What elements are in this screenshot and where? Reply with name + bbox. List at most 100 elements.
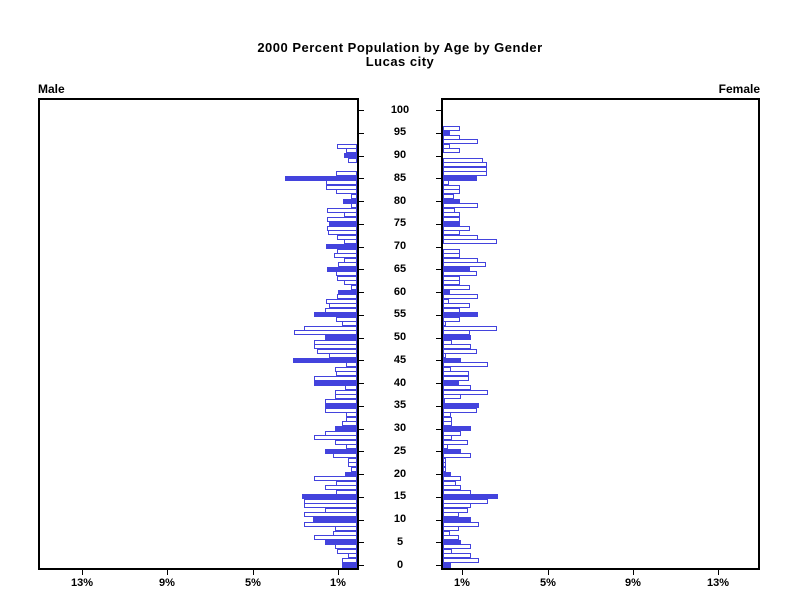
bar-male-age-9 — [304, 522, 357, 527]
male-age-tick-10 — [359, 519, 364, 521]
bar-female-age-80 — [443, 199, 460, 204]
bar-male-age-60 — [338, 290, 357, 295]
bar-female-age-43 — [443, 367, 451, 372]
female-x-label-1: 1% — [454, 577, 470, 589]
bar-male-age-61 — [351, 285, 357, 290]
male-x-label-1: 1% — [330, 577, 346, 589]
female-x-label-5: 5% — [540, 577, 556, 589]
bar-male-age-36 — [325, 399, 357, 404]
bar-male-age-14 — [304, 499, 357, 504]
bar-female-age-76 — [443, 217, 460, 222]
bar-male-age-43 — [335, 367, 357, 372]
age-axis-label-50: 50 — [393, 331, 407, 343]
male-age-tick-15 — [359, 496, 364, 498]
age-axis-label-20: 20 — [393, 467, 407, 480]
male-age-tick-65 — [359, 269, 364, 271]
bar-male-age-5 — [325, 540, 357, 545]
male-age-tick-5 — [359, 542, 364, 544]
bar-male-age-58 — [326, 299, 357, 304]
male-x-tick-9 — [167, 570, 168, 575]
bar-male-age-45 — [293, 358, 357, 363]
male-age-tick-85 — [359, 178, 364, 180]
bar-female-age-30 — [443, 426, 471, 431]
bar-female-age-79 — [443, 203, 478, 208]
bar-female-age-93 — [443, 139, 478, 144]
male-age-tick-60 — [359, 292, 364, 293]
bar-male-age-19 — [314, 476, 357, 481]
bar-female-age-54 — [443, 317, 460, 322]
bar-female-age-65 — [443, 267, 470, 272]
bar-male-age-50 — [325, 335, 357, 340]
age-axis-label-70: 70 — [393, 240, 407, 252]
bar-female-age-74 — [443, 226, 470, 231]
bar-male-age-85 — [285, 176, 357, 181]
age-axis-label-90: 90 — [393, 149, 407, 161]
male-axis-title: Male — [38, 82, 65, 96]
bar-male-age-67 — [344, 258, 357, 263]
bar-female-age-96 — [443, 126, 460, 131]
bar-male-age-40 — [314, 381, 357, 386]
bar-female-age-58 — [443, 299, 449, 304]
bar-female-age-49 — [443, 340, 452, 345]
bar-female-age-89 — [443, 158, 483, 163]
male-age-tick-30 — [359, 428, 364, 430]
bar-male-age-56 — [325, 308, 357, 313]
bar-female-age-60 — [443, 290, 450, 295]
bar-male-age-47 — [317, 349, 357, 354]
age-axis-label-30: 30 — [393, 422, 407, 434]
bar-female-age-34 — [443, 408, 477, 413]
age-axis-label-80: 80 — [393, 194, 407, 207]
age-axis-label-85: 85 — [393, 171, 407, 184]
male-x-label-9: 9% — [159, 577, 175, 589]
bar-male-age-54 — [336, 317, 357, 322]
bar-female-age-20 — [443, 472, 451, 477]
bar-female-age-29 — [443, 431, 461, 436]
bar-male-age-25 — [325, 449, 357, 454]
bar-male-age-1 — [342, 558, 357, 563]
age-axis-label-75: 75 — [393, 217, 407, 230]
bar-female-age-32 — [443, 417, 452, 422]
bar-female-age-35 — [443, 403, 479, 408]
bar-male-age-74 — [327, 226, 357, 231]
male-age-tick-35 — [359, 405, 364, 407]
bar-male-age-76 — [327, 217, 357, 222]
male-age-tick-40 — [359, 383, 364, 384]
bar-male-age-80 — [343, 199, 357, 204]
bar-female-age-41 — [443, 376, 469, 381]
bar-male-age-30 — [335, 426, 357, 431]
chart-title-line1: 2000 Percent Population by Age by Gender — [257, 40, 543, 55]
bar-female-age-27 — [443, 440, 468, 445]
male-x-label-5: 5% — [245, 577, 261, 589]
age-axis-label-0: 0 — [396, 558, 404, 571]
bar-female-age-2 — [443, 553, 471, 558]
bar-male-age-70 — [326, 244, 357, 249]
age-axis-label-15: 15 — [393, 490, 407, 503]
bar-female-age-14 — [443, 499, 488, 504]
bar-female-age-67 — [443, 258, 478, 263]
bar-male-age-10 — [313, 517, 357, 522]
bar-female-age-12 — [443, 508, 468, 513]
bar-female-age-38 — [443, 390, 488, 395]
bar-female-age-59 — [443, 294, 478, 299]
bar-female-age-78 — [443, 208, 455, 213]
bar-male-age-29 — [325, 431, 357, 436]
bar-female-age-92 — [443, 144, 450, 149]
bar-female-age-91 — [443, 148, 460, 153]
bar-female-age-9 — [443, 522, 479, 527]
bar-female-age-81 — [443, 194, 454, 199]
bar-female-age-7 — [443, 531, 450, 536]
age-axis-label-55: 55 — [393, 308, 407, 321]
bar-male-age-83 — [326, 185, 357, 190]
bar-male-age-15 — [302, 494, 357, 499]
bar-female-age-42 — [443, 371, 469, 376]
male-age-tick-100 — [359, 110, 364, 111]
male-x-tick-13 — [82, 570, 83, 575]
bar-male-age-92 — [337, 144, 357, 149]
bar-female-age-85 — [443, 176, 477, 181]
male-age-tick-75 — [359, 223, 364, 225]
age-axis-label-35: 35 — [393, 399, 407, 412]
bar-male-age-21 — [351, 467, 357, 472]
age-axis-label-40: 40 — [393, 376, 407, 389]
age-axis-label-5: 5 — [396, 535, 404, 548]
